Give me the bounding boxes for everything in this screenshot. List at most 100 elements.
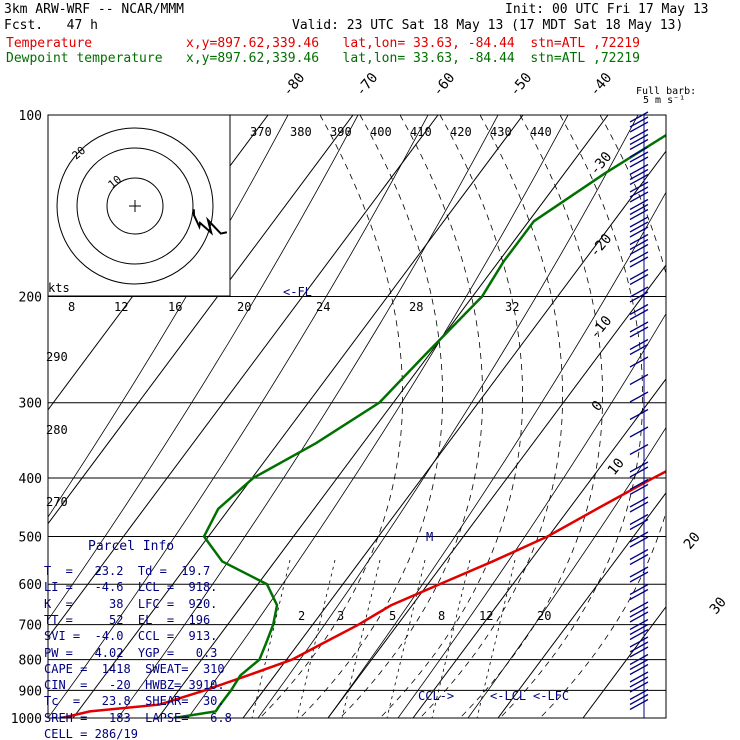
wind-barb [629,676,649,688]
isotherm--20 [157,115,609,718]
pressure-label-500: 500 [19,530,42,545]
theta-label-410: 410 [410,125,432,139]
pressure-label-200: 200 [19,291,42,306]
moist-adiabat [379,115,523,718]
theta-left-label-270: 270 [46,495,68,509]
wind-barb [629,443,649,456]
wind-barb [629,583,649,596]
isotherm-30 [582,605,666,718]
wind-barb [629,151,649,163]
moist-adiabat [299,115,443,718]
isotherm-label--70: -70 [353,70,382,100]
wind-barb [629,286,649,298]
isotherm-40 [668,115,740,718]
wind-barb [629,693,649,706]
mixing-ratio-label-8: 8 [438,609,445,623]
wind-barb [629,483,649,496]
wind-barb [629,251,649,263]
wind-barb [629,536,649,548]
parcel-row: CIN = -20 HWBZ= 3910. [44,678,225,693]
wind-barb [629,116,649,128]
dewpoint-legend: Dewpoint temperature x,y=897.62,339.46 l… [6,51,640,66]
wind-barb [629,191,649,203]
wind-barb [629,461,649,473]
wind-barb [629,221,649,233]
theta-label-390: 390 [330,125,352,139]
mixing-ratio-label-12: 12 [479,609,493,623]
isotherm--10 [242,150,666,718]
wind-barb [629,216,649,228]
mixing-ratio-label-3: 3 [337,609,344,623]
wind-barb [629,163,649,176]
wind-barb [629,513,649,526]
pressure-label-1000: 1000 [11,712,42,727]
parcel-row: SVI = -4.0 CCL = 913. [44,629,218,644]
hodograph-speed-label-8: 8 [68,300,75,314]
hodograph-trace [192,209,228,236]
hodograph-ring [56,127,214,285]
theta-label-370: 370 [250,125,272,139]
wind-barb [629,548,649,561]
wind-barb [629,356,649,368]
theta-label-380: 380 [290,125,312,139]
wind-barb [629,226,649,238]
isotherm-label-30: 30 [707,594,730,617]
hodograph-speed-label-32: 32 [505,300,519,314]
wind-barb [629,111,649,123]
wind-barb [629,133,649,146]
wind-barb [629,496,649,508]
wind-barb [629,308,649,321]
pressure-label-100: 100 [19,109,42,124]
dry-adiabat [187,115,569,718]
wind-barb [629,606,649,618]
temperature-profile [61,470,666,718]
hodograph-speed-label-16: 16 [168,300,182,314]
wind-barb [629,466,649,478]
wind-barb [629,233,649,246]
valid-time: Valid: 23 UTC Sat 18 May 13 (17 MDT Sat … [292,18,684,33]
isotherm-label--50: -50 [507,70,536,100]
wind-barb [629,531,649,543]
wind-barb [629,588,649,601]
wind-barb [629,326,649,338]
isotherm-label-0: 0 [589,398,607,415]
wind-barb [629,238,649,251]
mixing-ratio-line [386,559,426,718]
isotherm--40 [48,115,439,639]
wind-barb [629,208,649,221]
isotherm-20 [497,492,666,718]
mixing-label: M [426,530,433,544]
forecast-hour: Fcst. 47 h [4,18,98,33]
wind-barb [629,173,649,186]
parcel-row: TT = 52 EL = 196 [44,612,211,627]
wind-barb [629,138,649,151]
dry-adiabat [257,115,639,718]
isotherm-10 [412,378,666,718]
wind-barb [629,256,649,268]
wind-barb [629,343,649,356]
wind-barb [629,653,649,666]
mixing-ratio-label-2: 2 [298,609,305,623]
dewpoint-profile [173,133,666,718]
wind-barb [629,518,649,531]
moist-adiabat [419,115,563,718]
wind-barb [629,658,649,671]
ccl-label: CCL-> [418,689,454,703]
wind-barb [629,391,649,403]
wind-barb [629,623,649,636]
pressure-label-400: 400 [19,472,42,487]
mixing-ratio-label-5: 5 [389,609,396,623]
wind-barb [629,168,649,181]
mixing-ratio-line [431,559,471,718]
wind-barb [629,671,649,683]
wind-barb [629,501,649,513]
moist-adiabat [539,115,666,718]
wind-barb [629,478,649,491]
theta-label-440: 440 [530,125,552,139]
wind-barb [629,121,649,133]
dry-adiabat [48,115,289,518]
wind-barb [629,291,649,303]
pressure-label-800: 800 [19,654,42,669]
dry-adiabat [327,191,666,718]
isotherm-label--30: -30 [587,149,616,179]
